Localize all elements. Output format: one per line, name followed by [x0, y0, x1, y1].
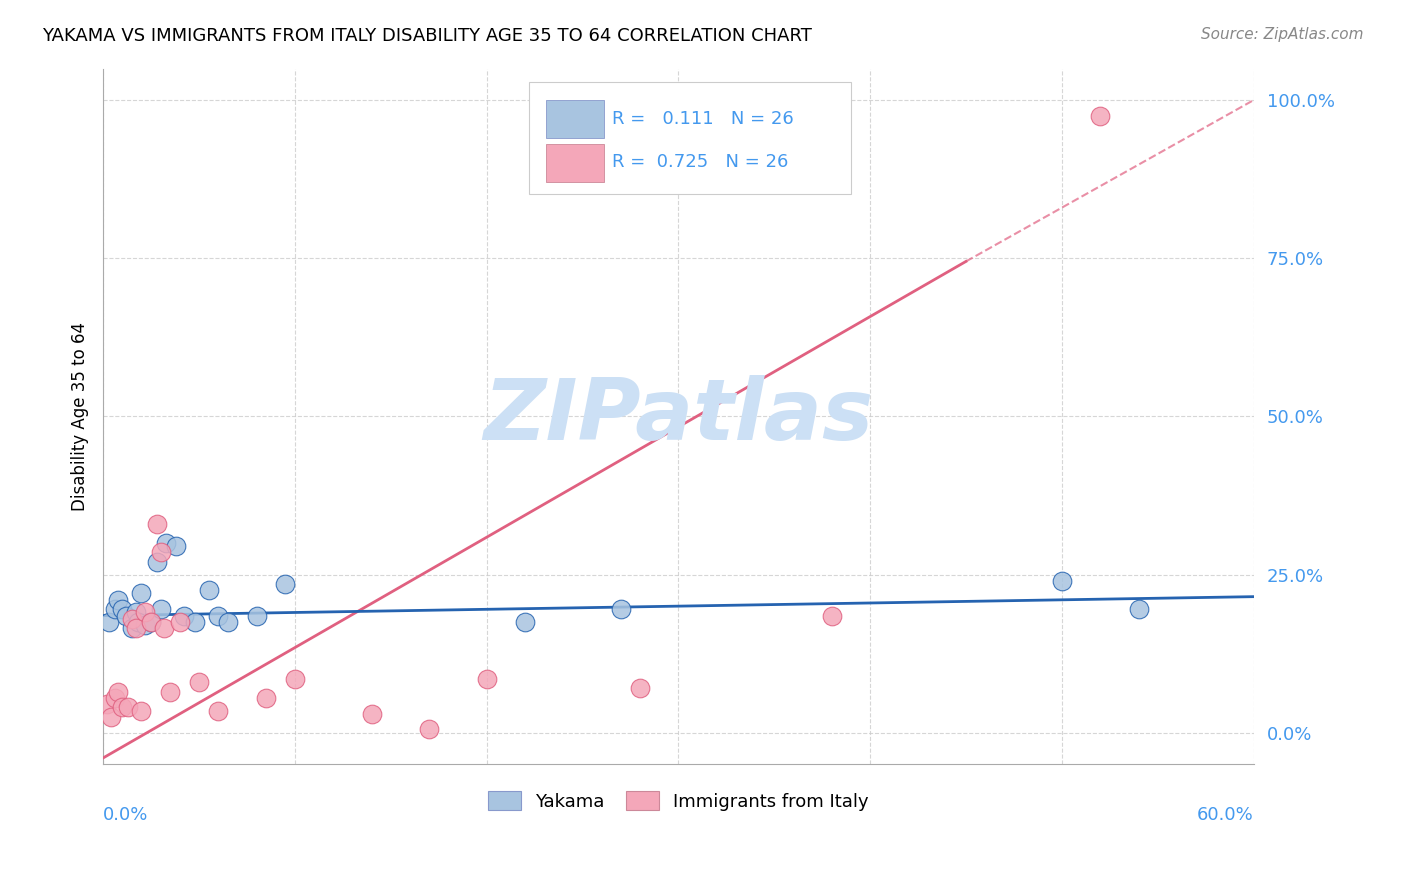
Point [121, 612, 143, 626]
Point [104, 602, 127, 616]
Point [1088, 109, 1111, 123]
Point [131, 586, 153, 600]
Point [146, 516, 169, 531]
Point [117, 700, 139, 714]
Point [111, 602, 134, 616]
Point [153, 621, 176, 635]
Point [100, 710, 122, 724]
Point [155, 536, 177, 550]
Y-axis label: Disability Age 35 to 64: Disability Age 35 to 64 [72, 322, 89, 511]
Point [169, 615, 191, 629]
Text: 60.0%: 60.0% [1197, 806, 1254, 824]
Point [360, 706, 382, 721]
Point [115, 608, 138, 623]
Point [104, 690, 127, 705]
Point [131, 704, 153, 718]
Point [245, 608, 267, 623]
FancyBboxPatch shape [546, 100, 603, 138]
Point [149, 602, 172, 616]
Point [146, 555, 169, 569]
Point [184, 615, 207, 629]
Point [125, 606, 148, 620]
Point [159, 684, 181, 698]
FancyBboxPatch shape [529, 82, 851, 194]
Point [284, 672, 307, 686]
Point [207, 608, 229, 623]
Point [96, 697, 118, 711]
Point [107, 592, 129, 607]
Text: YAKAMA VS IMMIGRANTS FROM ITALY DISABILITY AGE 35 TO 64 CORRELATION CHART: YAKAMA VS IMMIGRANTS FROM ITALY DISABILI… [42, 27, 813, 45]
Point [134, 606, 156, 620]
Point [127, 615, 149, 629]
Point [513, 615, 536, 629]
Point [274, 577, 297, 591]
Point [217, 615, 239, 629]
Point [1050, 574, 1073, 588]
Point [149, 545, 172, 559]
Point [418, 723, 440, 737]
Point [107, 684, 129, 698]
Point [188, 675, 211, 690]
FancyBboxPatch shape [546, 144, 603, 182]
Point [139, 615, 162, 629]
Text: R =   0.111   N = 26: R = 0.111 N = 26 [612, 110, 793, 128]
Point [207, 704, 229, 718]
Legend: Yakama, Immigrants from Italy: Yakama, Immigrants from Italy [481, 784, 876, 818]
Point [165, 539, 187, 553]
Point [125, 621, 148, 635]
Point [139, 615, 162, 629]
Text: ZIPatlas: ZIPatlas [484, 375, 873, 458]
Point [111, 700, 134, 714]
Point [97, 615, 120, 629]
Point [475, 672, 498, 686]
Point [121, 621, 143, 635]
Point [197, 583, 219, 598]
Point [173, 608, 195, 623]
Point [821, 608, 844, 623]
Point [1128, 602, 1150, 616]
Point [254, 690, 277, 705]
Point [134, 618, 156, 632]
Text: R =  0.725   N = 26: R = 0.725 N = 26 [612, 153, 787, 171]
Text: 0.0%: 0.0% [103, 806, 149, 824]
Text: Source: ZipAtlas.com: Source: ZipAtlas.com [1201, 27, 1364, 42]
Point [610, 602, 633, 616]
Point [628, 681, 651, 696]
